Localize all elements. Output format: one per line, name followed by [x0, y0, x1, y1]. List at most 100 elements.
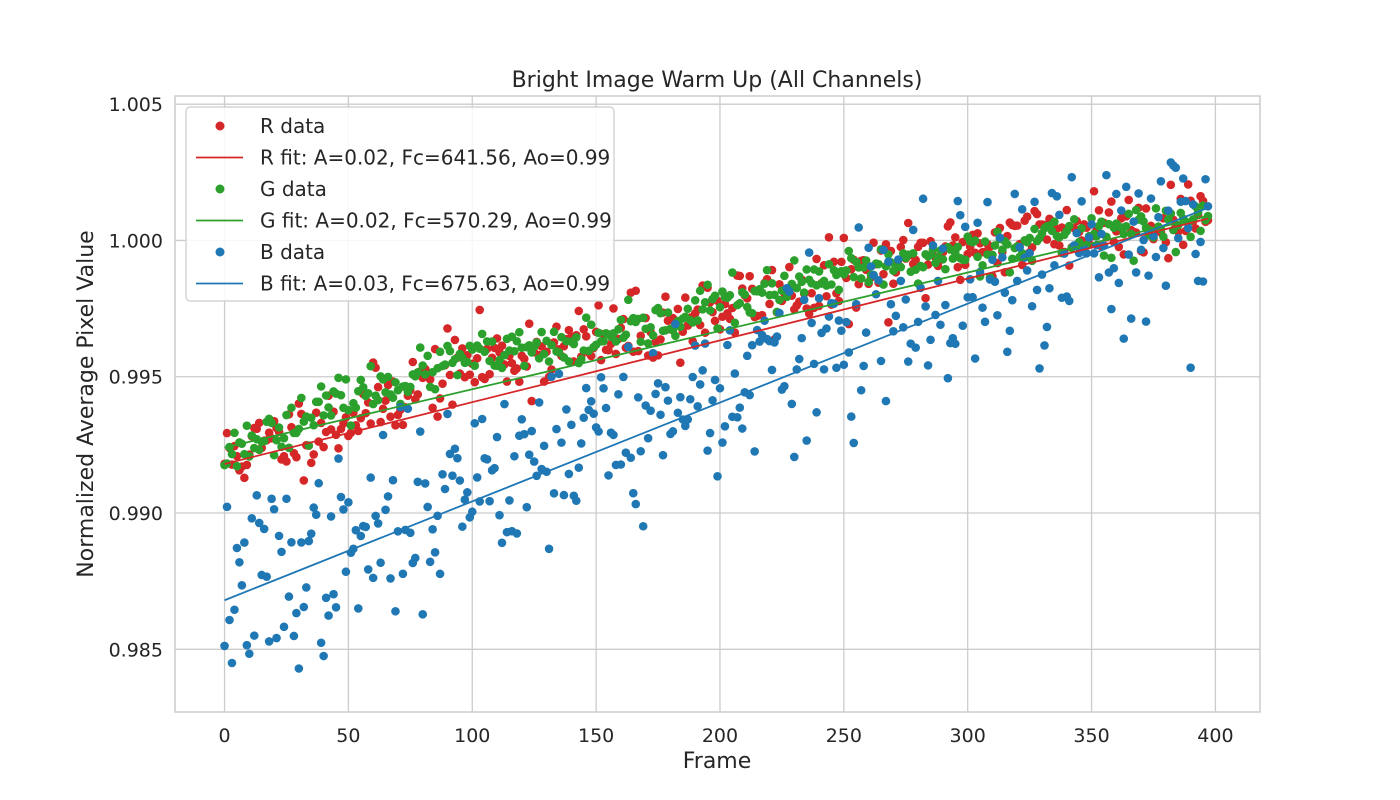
- data-point: [564, 469, 574, 479]
- data-point: [564, 325, 574, 335]
- data-point: [633, 393, 643, 402]
- data-point: [983, 197, 992, 207]
- data-point: [690, 296, 700, 305]
- data-point: [901, 295, 911, 304]
- data-point: [804, 248, 814, 257]
- data-point: [1035, 364, 1044, 373]
- data-point: [802, 436, 811, 445]
- data-point: [544, 544, 554, 554]
- data-point: [527, 426, 537, 436]
- data-point: [594, 427, 603, 436]
- y-tick-label: 0.985: [109, 639, 163, 661]
- data-point: [822, 324, 831, 333]
- data-point: [282, 410, 291, 420]
- data-point: [376, 558, 385, 568]
- data-point: [807, 318, 816, 328]
- data-point: [463, 357, 472, 367]
- data-point: [319, 442, 328, 452]
- data-point: [728, 268, 737, 277]
- data-point: [596, 372, 606, 382]
- data-point: [998, 253, 1007, 262]
- data-point: [398, 569, 408, 579]
- data-point: [453, 453, 462, 463]
- data-point: [242, 460, 252, 470]
- data-point: [636, 337, 646, 347]
- data-point: [1121, 221, 1131, 231]
- data-point: [921, 302, 930, 311]
- data-point: [475, 305, 484, 315]
- data-point: [614, 325, 623, 334]
- data-point: [730, 369, 740, 378]
- data-point: [391, 606, 400, 616]
- data-point: [579, 325, 589, 334]
- data-point: [589, 409, 598, 418]
- data-point: [316, 382, 326, 391]
- data-point: [306, 413, 316, 423]
- data-point: [624, 342, 633, 352]
- data-point: [267, 494, 276, 504]
- data-point: [879, 269, 888, 279]
- data-point: [287, 537, 296, 547]
- data-point: [460, 495, 470, 504]
- data-point: [292, 608, 301, 618]
- data-point: [282, 457, 291, 466]
- r-fit-line: [224, 217, 1209, 465]
- data-point: [789, 256, 799, 265]
- data-point: [1030, 197, 1039, 207]
- data-point: [341, 375, 351, 384]
- data-point: [646, 406, 655, 416]
- data-point: [814, 293, 824, 303]
- data-point: [438, 470, 447, 479]
- data-point: [923, 361, 933, 370]
- data-point: [324, 611, 333, 620]
- data-point: [911, 343, 920, 352]
- data-point: [586, 397, 596, 406]
- data-point: [344, 498, 353, 507]
- data-point: [1171, 163, 1181, 172]
- data-point: [314, 478, 323, 488]
- data-point: [482, 455, 492, 464]
- data-point: [849, 272, 859, 282]
- data-point: [448, 471, 457, 480]
- data-point: [693, 316, 702, 325]
- data-point: [1124, 250, 1134, 259]
- data-point: [455, 476, 465, 485]
- data-point: [321, 593, 331, 603]
- data-point: [326, 425, 336, 434]
- data-point: [299, 602, 309, 612]
- data-point: [896, 262, 906, 272]
- data-point: [366, 419, 376, 428]
- data-point: [567, 420, 576, 430]
- data-point: [993, 310, 1002, 320]
- data-point: [371, 511, 380, 521]
- data-point: [990, 241, 1000, 250]
- data-point: [643, 433, 653, 443]
- data-point: [524, 319, 534, 328]
- data-point: [1064, 296, 1074, 306]
- data-point: [465, 370, 475, 379]
- data-point: [316, 638, 326, 648]
- data-point: [321, 391, 331, 400]
- data-point: [651, 389, 660, 399]
- data-point: [450, 335, 460, 345]
- legend-marker: [215, 247, 225, 257]
- data-point: [522, 502, 532, 512]
- data-point: [1171, 247, 1181, 257]
- data-point: [953, 196, 963, 206]
- data-point: [594, 301, 603, 310]
- data-point: [532, 338, 541, 347]
- x-tick-label: 0: [218, 725, 230, 747]
- data-point: [413, 367, 423, 377]
- data-point: [581, 313, 591, 322]
- data-point: [1196, 237, 1205, 247]
- data-point: [601, 403, 611, 413]
- data-point: [249, 631, 259, 640]
- data-point: [745, 390, 754, 400]
- data-point: [1097, 217, 1106, 226]
- data-point: [953, 242, 963, 252]
- data-point: [306, 529, 316, 538]
- data-point: [951, 339, 960, 349]
- data-point: [252, 491, 262, 500]
- data-point: [341, 567, 351, 577]
- data-point: [715, 383, 725, 393]
